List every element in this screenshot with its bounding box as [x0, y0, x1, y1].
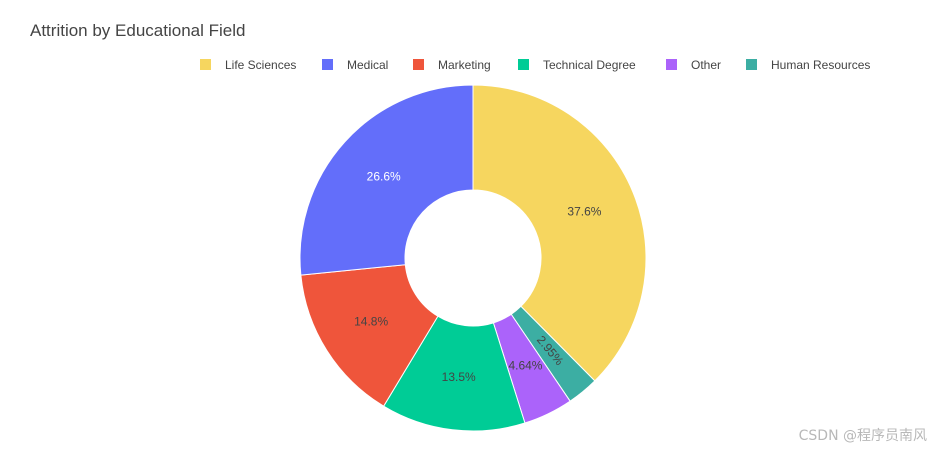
chart-title: Attrition by Educational Field — [30, 21, 245, 40]
legend-label: Other — [691, 58, 721, 72]
slice-marketing[interactable] — [300, 264, 439, 407]
slice-label-life-sciences: 37.6% — [567, 204, 601, 218]
legend-item-life-sciences[interactable]: Life Sciences — [200, 58, 296, 72]
slice-label-marketing: 14.8% — [354, 315, 388, 329]
legend-label: Human Resources — [771, 58, 870, 72]
slice-label-other: 4.64% — [508, 359, 542, 373]
legend-swatch — [413, 59, 424, 70]
legend-swatch — [746, 59, 757, 70]
legend-label: Medical — [347, 58, 388, 72]
donut-slices[interactable] — [299, 84, 647, 432]
legend-label: Marketing — [438, 58, 491, 72]
slice-technical-degree[interactable] — [382, 315, 526, 432]
watermark-text: CSDN @程序员南风 — [798, 428, 927, 444]
legend-item-medical[interactable]: Medical — [322, 58, 388, 72]
legend-label: Life Sciences — [225, 58, 296, 72]
legend[interactable]: Life Sciences Medical Marketing Technical D… — [200, 58, 870, 72]
legend-swatch — [322, 59, 333, 70]
slice-label-medical: 26.6% — [367, 169, 401, 183]
legend-swatch — [666, 59, 677, 70]
legend-swatch — [200, 59, 211, 70]
legend-item-human-resources[interactable]: Human Resources — [746, 58, 870, 72]
slice-label-technical-degree: 13.5% — [442, 370, 476, 384]
legend-swatch — [518, 59, 529, 70]
slice-medical[interactable] — [299, 84, 474, 276]
legend-item-marketing[interactable]: Marketing — [413, 58, 491, 72]
legend-label: Technical Degree — [543, 58, 636, 72]
slice-life-sciences[interactable] — [472, 84, 647, 382]
legend-item-other[interactable]: Other — [666, 58, 721, 72]
legend-item-technical-degree[interactable]: Technical Degree — [518, 58, 636, 72]
